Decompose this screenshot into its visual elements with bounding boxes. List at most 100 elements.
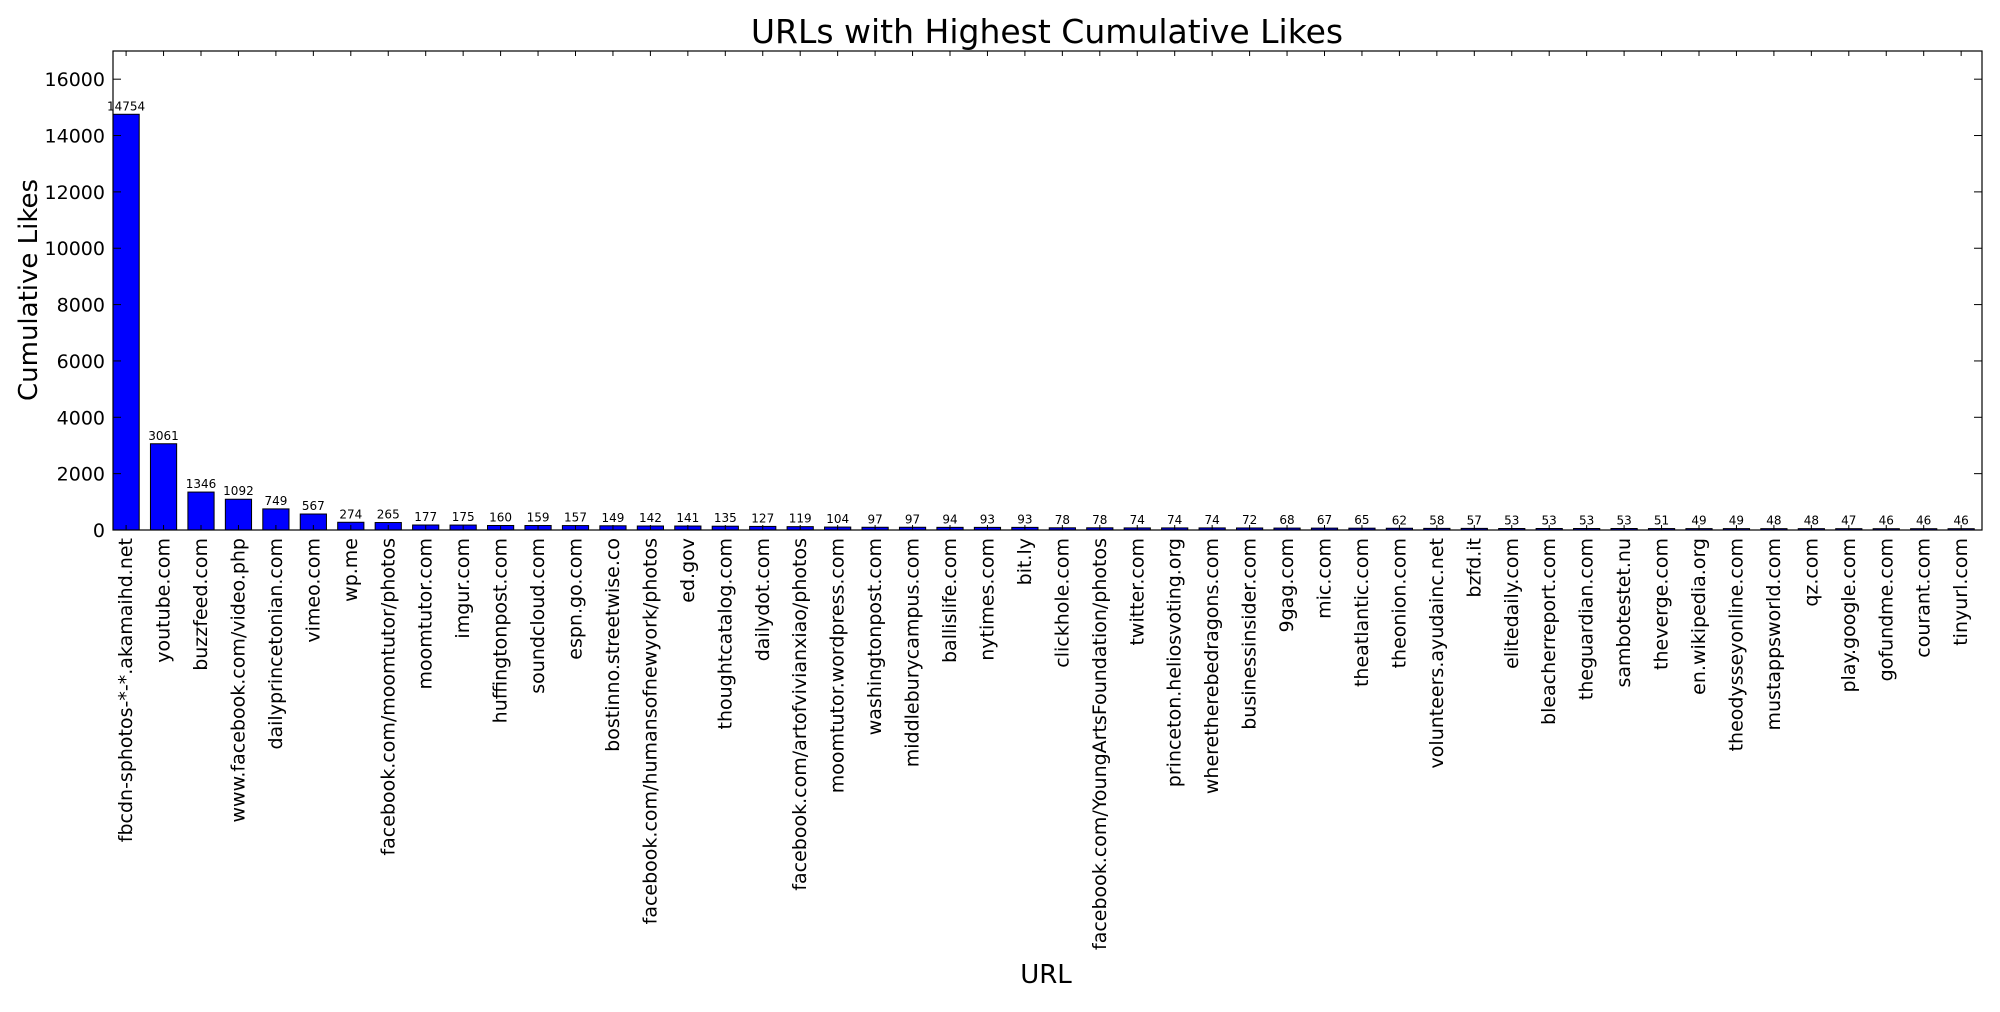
x-tick-label: theguardian.com [1576,538,1598,700]
bar-value-label: 142 [639,511,662,525]
x-tick-label: wheretherebedragons.com [1201,538,1223,794]
x-tick-label: theodysseyonline.com [1725,538,1747,751]
bar [112,113,140,531]
bar-value-label: 74 [1205,513,1220,527]
bar-value-label: 78 [1055,513,1070,527]
x-tick-label: ballislife.com [939,538,961,663]
x-tick-label: dailyprincetonian.com [265,538,287,750]
bar-value-label: 274 [339,507,362,521]
y-tick-label: 14000 [45,126,105,148]
x-tick-label: middleburycampus.com [902,538,924,767]
bar-value-label: 159 [527,511,550,525]
bar-value-label: 65 [1354,513,1369,527]
bar-value-label: 1346 [186,477,217,491]
y-tick-label: 2000 [57,464,105,486]
x-tick-label: facebook.com/artofvivianxiao/photos [789,538,811,891]
bar-value-label: 141 [676,511,699,525]
x-tick-label: soundcloud.com [527,538,549,694]
bar-value-label: 46 [1879,514,1894,528]
x-tick-label: bit.ly [1014,538,1036,585]
bar-value-label: 78 [1092,513,1107,527]
bar-value-label: 53 [1616,514,1631,528]
bar [187,491,215,531]
plot-frame [112,50,1983,531]
x-tick-label: moomtutor.com [415,538,437,690]
y-tick-label: 12000 [45,182,105,204]
chart-title: URLs with Highest Cumulative Likes [751,12,1343,51]
y-tick-label: 10000 [45,238,105,260]
y-axis-label: Cumulative Likes [14,179,44,401]
x-tick-label: espn.go.com [565,538,587,660]
y-ticks-layer: 0 2000 4000 6000 8000 10000 12000 14000 16000 [45,69,1982,542]
x-tick-label: clickhole.com [1051,538,1073,668]
x-tick-label: wp.me [340,538,362,602]
x-tick-label: elitedaily.com [1501,538,1523,669]
y-tick-label: 6000 [57,351,105,373]
bar-value-label: 127 [751,511,774,525]
x-tick-label: facebook.com/moomtutor/photos [377,538,399,856]
bar [224,498,253,531]
bar-value-label: 97 [867,512,882,526]
x-tick-label: volunteers.ayudainc.net [1426,538,1448,768]
value-labels-layer: 14754 3061 1346 1092 749 567 274 265 177 175 160 15… [107,99,1969,527]
x-tick-label: en.wikipedia.org [1688,538,1710,695]
bar-value-label: 3061 [148,429,179,443]
x-axis-label: URL [1020,960,1072,990]
x-tick-label: play.google.com [1838,538,1860,693]
bar-value-label: 160 [489,510,512,524]
bar-value-label: 48 [1804,514,1819,528]
x-tick-label: bzfd.it [1463,538,1485,598]
x-tick-label: sambotestet.nu [1613,538,1635,688]
bar-value-label: 72 [1242,513,1257,527]
x-tick-label: ed.gov [677,538,699,603]
bar-value-label: 67 [1317,513,1332,527]
bar-value-label: 749 [264,494,287,508]
x-tick-label: princeton.heliosvoting.org [1164,538,1186,787]
bar-value-label: 57 [1467,513,1482,527]
x-tick-label: nytimes.com [976,538,998,661]
bar-value-label: 49 [1729,514,1744,528]
x-tick-label: bostinno.streetwise.co [602,538,624,752]
x-tick-label: mic.com [1314,538,1336,619]
bar-value-label: 46 [1954,514,1969,528]
x-tick-label: tinyurl.com [1950,538,1972,646]
bar-value-label: 175 [452,510,475,524]
bar-value-label: 157 [564,511,587,525]
bar-value-label: 74 [1167,513,1182,527]
bar-value-label: 53 [1504,514,1519,528]
x-tick-label: buzzfeed.com [190,538,212,671]
bar-value-label: 93 [1017,512,1032,526]
bar-value-label: 53 [1542,514,1557,528]
x-tick-label: bleacherreport.com [1538,538,1560,725]
x-tick-label: businessinsider.com [1239,538,1261,730]
x-ticks-layer: fbcdn-sphotos-*-*.akamaihd.net youtube.co… [115,51,1972,950]
x-tick-label: 9gag.com [1276,538,1298,632]
bar-value-label: 567 [302,499,325,513]
x-tick-label: gofundme.com [1875,538,1897,681]
x-tick-label: dailydot.com [752,538,774,661]
bar-value-label: 97 [905,512,920,526]
x-tick-label: theverge.com [1651,538,1673,670]
bar-value-label: 149 [601,511,624,525]
bar-value-label: 58 [1429,513,1444,527]
x-tick-label: huffingtonpost.com [490,538,512,723]
bar-value-label: 53 [1579,514,1594,528]
bar-value-label: 93 [980,512,995,526]
bar-value-label: 68 [1279,513,1294,527]
x-tick-label: fbcdn-sphotos-*-*.akamaihd.net [115,538,137,842]
x-tick-label: youtube.com [153,538,175,663]
x-tick-label: mustappsworld.com [1763,538,1785,731]
y-tick-label: 16000 [45,69,105,91]
bar [149,443,178,531]
y-tick-label: 4000 [57,407,105,429]
bar-value-label: 62 [1392,513,1407,527]
x-tick-label: theonion.com [1388,538,1410,668]
bar-value-label: 177 [414,510,437,524]
bar-value-label: 94 [942,512,957,526]
bar-value-label: 74 [1130,513,1145,527]
x-tick-label: qz.com [1800,538,1822,607]
bar-value-label: 48 [1766,514,1781,528]
bar-value-label: 14754 [107,99,145,113]
